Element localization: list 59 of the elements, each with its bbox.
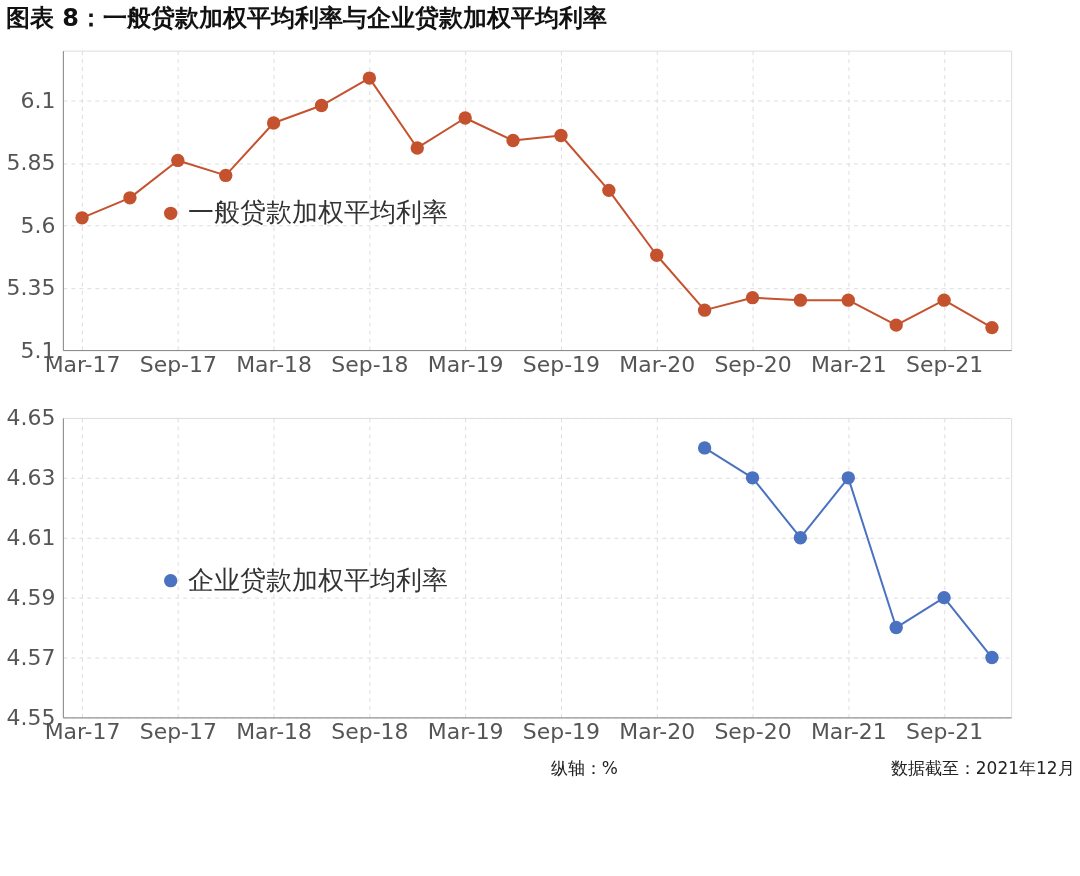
- x-tick-label: Sep-18: [331, 351, 409, 377]
- point: [745, 290, 760, 305]
- x-tick-label: Mar-21: [810, 351, 887, 377]
- point: [266, 116, 281, 130]
- point: [602, 183, 616, 198]
- x-tick-label: Sep-20: [714, 718, 792, 744]
- x-tick-label: Sep-19: [522, 351, 601, 377]
- x-tick-label: Sep-17: [139, 351, 217, 377]
- point: [458, 111, 472, 125]
- y-tick-label: 5.85: [6, 150, 56, 176]
- y-tick-label: 4.57: [6, 644, 56, 670]
- y-tick-label: 5.6: [20, 212, 56, 238]
- y-tick-label: 4.59: [6, 585, 56, 611]
- x-tick-label: Sep-21: [905, 351, 984, 377]
- x-tick-label: Mar-21: [810, 718, 887, 744]
- x-tick-label: Mar-20: [619, 351, 696, 377]
- point: [841, 471, 855, 485]
- x-tick-label: Mar-20: [619, 718, 696, 744]
- x-tick-label: Sep-21: [905, 718, 984, 744]
- y-tick-label: 4.63: [6, 465, 56, 491]
- point: [650, 248, 664, 262]
- point: [410, 141, 424, 155]
- point: [697, 441, 712, 455]
- point: [841, 293, 855, 307]
- y-tick-label: 5.35: [6, 275, 56, 301]
- x-tick-label: Mar-19: [427, 351, 504, 377]
- legend-label: 一般贷款加权平均利率: [187, 197, 448, 228]
- point: [889, 620, 903, 635]
- point: [362, 71, 377, 85]
- point: [793, 293, 808, 307]
- x-tick-label: Sep-19: [522, 718, 601, 744]
- point: [506, 133, 520, 148]
- point: [889, 318, 903, 332]
- point: [985, 650, 999, 665]
- y-tick-label: 6.1: [20, 88, 56, 114]
- point: [745, 471, 760, 485]
- y-tick-label: 4.65: [6, 405, 56, 431]
- x-tick-label: Mar-19: [427, 718, 504, 744]
- point: [314, 98, 329, 113]
- x-tick-label: Mar-18: [236, 718, 313, 744]
- x-tick-label: Sep-20: [714, 351, 792, 377]
- point: [75, 211, 89, 225]
- chart-title: 图表 8：一般贷款加权平均利率与企业贷款加权平均利率: [6, 3, 607, 32]
- text: 数据截至：2021年12月: [890, 758, 1075, 779]
- point: [937, 590, 951, 605]
- legend-label: 企业贷款加权平均利率: [187, 564, 448, 595]
- text: 纵轴：%: [550, 758, 618, 779]
- point: [937, 293, 951, 307]
- point: [554, 128, 568, 143]
- point: [123, 191, 137, 205]
- point: [985, 320, 999, 335]
- point: [697, 303, 712, 317]
- x-tick-label: Sep-17: [139, 718, 217, 744]
- x-tick-label: Mar-18: [236, 351, 313, 377]
- x-tick-label: Sep-18: [331, 718, 409, 744]
- point: [171, 153, 185, 168]
- y-tick-label: 4.61: [6, 525, 56, 551]
- point: [219, 168, 233, 183]
- point: [793, 531, 808, 545]
